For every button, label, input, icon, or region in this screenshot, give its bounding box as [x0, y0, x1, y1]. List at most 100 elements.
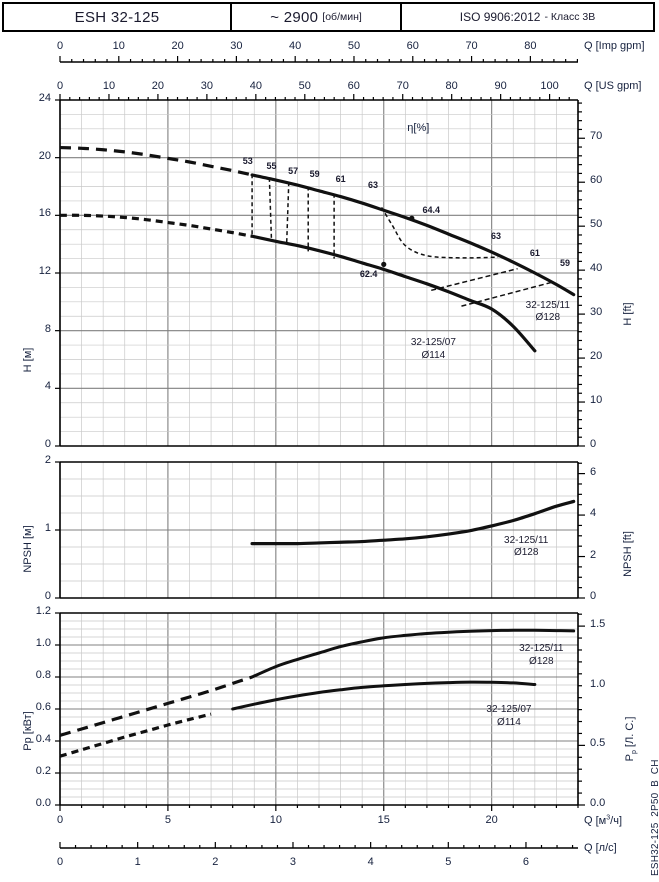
- imp-gpm-tick-label: 50: [347, 40, 361, 52]
- imp-gpm-tick-label: 0: [56, 40, 64, 52]
- head-curve-label-114: 32-125/07 Ø114: [411, 337, 456, 362]
- q-ls-axis-unit: [л/с]: [595, 842, 617, 854]
- p-hp-axis-unit: [Л. С.]: [624, 717, 636, 751]
- p-hp-tick-label: 1.5: [590, 618, 606, 631]
- p-kw-tick-label: 0.4: [35, 733, 51, 745]
- h-ft-tick-label: 40: [590, 262, 603, 275]
- standard-class: - Класс 3В: [544, 11, 596, 23]
- npsh-curve-label-line1: 32-125/11: [504, 534, 549, 546]
- us-gpm-tick-label: 70: [396, 80, 409, 92]
- q-ls-tick-label: 2: [212, 856, 219, 868]
- head-curve-1-solid-segment: [250, 234, 537, 353]
- head-curve-label-128: 32-125/11 Ø128: [526, 300, 570, 325]
- q-ls-tick-label: 5: [445, 856, 452, 868]
- power-curve-label-114: 32-125/07 Ø114: [486, 704, 531, 729]
- h-m-tick-label: 20: [38, 149, 51, 162]
- q-ls-axis-symbol: Q: [584, 842, 593, 854]
- power-curve-1-dashed-segment: [59, 712, 212, 758]
- h-ft-tick-label: 70: [590, 130, 603, 143]
- npsh-ft-axis-title: NPSH [ft]: [622, 531, 634, 578]
- us-gpm-tick-label: 80: [445, 80, 458, 92]
- h-m-tick-label: 12: [38, 265, 51, 277]
- q-ls-tick-label: 6: [522, 856, 530, 868]
- p-kw-tick-label: 0.6: [35, 701, 51, 713]
- us-gpm-tick-label: 30: [200, 80, 213, 92]
- us-gpm-tick-label: 10: [102, 80, 116, 92]
- npsh-m-axis-title: NPSH [м]: [22, 525, 34, 573]
- imp-gpm-axis-label: Q [Imp gpm]: [584, 40, 645, 52]
- us-gpm-tick-label: 20: [151, 80, 165, 92]
- us-gpm-tick-label: 90: [494, 80, 507, 92]
- efficiency-isoline-57: [285, 182, 290, 245]
- us-gpm-tick-label: 100: [540, 80, 559, 92]
- pump-speed-unit: [об/мин]: [322, 11, 362, 23]
- us-gpm-tick-label: 50: [298, 80, 311, 92]
- h-ft-tick-label: 0: [590, 438, 597, 450]
- p-hp-axis-main: P: [624, 754, 636, 762]
- bep-marker-1: [381, 261, 387, 267]
- efficiency-tail-0: [431, 267, 518, 292]
- head-curve-label-128-line2: Ø128: [535, 312, 561, 324]
- p-kw-tick-label: 1.0: [35, 637, 51, 649]
- npsh-m-tick-label: 2: [44, 454, 51, 466]
- npsh-ft-tick-label: 4: [590, 507, 597, 520]
- head-curve-0-solid-segment: [250, 173, 576, 297]
- p-kw-tick-label: 1.2: [35, 605, 51, 617]
- efficiency-isoline-55: [268, 177, 273, 242]
- q-ls-tick-label: 1: [134, 856, 141, 868]
- h-m-tick-label: 16: [38, 207, 51, 220]
- npsh-m-tick-label: 0: [44, 590, 51, 602]
- pump-model: ESH 32-125: [74, 8, 160, 26]
- h-m-tick-label: 0: [44, 438, 51, 450]
- drawing-code: ESH32-125_2P50_B_CH: [650, 759, 659, 876]
- h-ft-tick-label: 20: [590, 350, 603, 363]
- p-hp-axis-title: Pp [Л. С.]: [624, 717, 638, 762]
- p-hp-axis-sub: p: [631, 750, 639, 755]
- bep-marker-0: [409, 215, 415, 221]
- p-kw-axis-title: Pp [кВт]: [22, 711, 34, 752]
- h-ft-tick-label: 10: [590, 394, 603, 407]
- q-m3h-tick-label: 20: [485, 814, 498, 826]
- h-ft-tick-label: 50: [590, 218, 603, 231]
- efficiency-value-label: 63: [367, 180, 378, 191]
- efficiency-value-label: 64.4: [422, 204, 440, 215]
- q-m3h-tick-label: 0: [56, 814, 64, 826]
- header-table: ESH 32-125 ~ 2900 [об/мин] ISO 9906:2012…: [2, 2, 655, 32]
- efficiency-value-label: 53: [242, 155, 253, 166]
- us-gpm-tick-label: 0: [56, 80, 64, 92]
- efficiency-envelope-drop: [380, 207, 499, 259]
- p-kw-tick-label: 0.2: [35, 765, 51, 777]
- q-ls-axis-label: Q [л/с]: [584, 842, 617, 854]
- imp-gpm-tick-label: 70: [465, 40, 478, 52]
- q-ls-tick-label: 0: [56, 856, 64, 868]
- imp-gpm-tick-label: 20: [171, 40, 184, 52]
- efficiency-axis-label: η[%]: [407, 122, 430, 134]
- efficiency-value-label: 61: [529, 247, 540, 258]
- head-curve-1-dashed-segment: [59, 213, 253, 238]
- power-curve-label-128: 32-125/11 Ø128: [519, 643, 563, 668]
- power-curve-label-114-line1: 32-125/07: [486, 704, 532, 716]
- standard-name: ISO 9906:2012: [459, 10, 541, 24]
- p-hp-tick-label: 1.0: [590, 677, 606, 690]
- q-m3h-axis-symbol: Q: [584, 814, 593, 827]
- header-speed-cell: ~ 2900 [об/мин]: [232, 4, 402, 30]
- us-gpm-tick-label: 60: [347, 80, 360, 92]
- p-kw-tick-label: 0.0: [35, 797, 51, 809]
- us-gpm-tick-label: 40: [249, 80, 262, 92]
- imp-gpm-tick-label: 40: [289, 40, 302, 52]
- head-curve-0-dashed-segment: [59, 145, 253, 177]
- npsh-ft-tick-label: 2: [590, 548, 597, 561]
- power-curve-label-128-line2: Ø128: [529, 655, 554, 667]
- head-curve-label-114-line1: 32-125/07: [410, 337, 456, 349]
- npsh-curve-label-line2: Ø128: [513, 547, 539, 559]
- npsh-curve-label: 32-125/11 Ø128: [504, 535, 548, 560]
- power-curve-label-114-line2: Ø114: [497, 716, 521, 728]
- q-m3h-axis-unit: [м3/ч]: [595, 814, 622, 827]
- efficiency-value-label: 59: [309, 168, 320, 179]
- h-m-tick-label: 8: [44, 322, 51, 335]
- imp-gpm-tick-label: 30: [230, 40, 243, 52]
- imp-gpm-tick-label: 80: [524, 40, 537, 52]
- npsh-m-tick-label: 1: [44, 522, 51, 534]
